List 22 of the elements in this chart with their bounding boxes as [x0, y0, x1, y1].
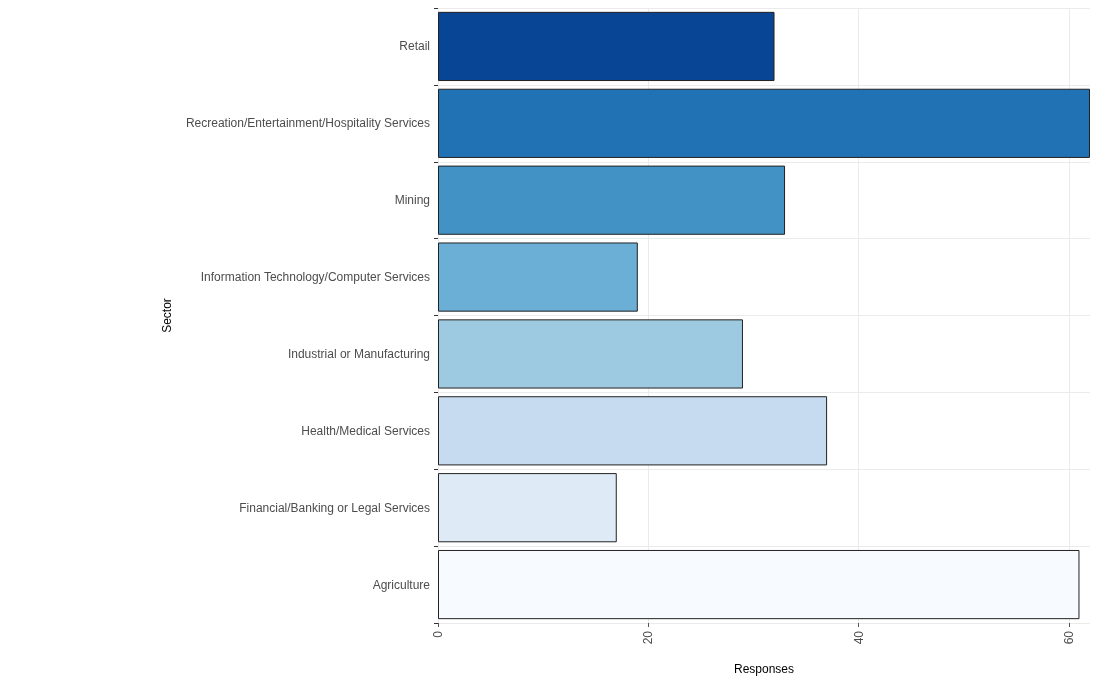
x-axis-title: Responses	[733, 662, 795, 676]
x-tick-label: 40	[851, 630, 866, 645]
bar	[438, 549, 1080, 620]
x-tick-label: 20	[641, 630, 656, 645]
y-tick-label: Retail	[399, 39, 430, 54]
y-tick-label: Mining	[394, 193, 430, 208]
bar	[438, 11, 775, 82]
bar	[438, 88, 1090, 158]
x-tick-label: 60	[1061, 630, 1076, 645]
bar	[438, 396, 828, 466]
y-tick-label: Financial/Banking or Legal Services	[239, 500, 430, 515]
bar	[438, 242, 638, 312]
bar	[438, 319, 743, 389]
bar	[438, 165, 786, 235]
y-tick-label: Agriculture	[372, 577, 431, 592]
bar	[438, 473, 617, 543]
y-tick-label: Information Technology/Computer Services	[200, 270, 430, 285]
y-axis-title: Sector	[160, 298, 174, 333]
x-tick-label: 0	[431, 630, 445, 638]
y-tick-label: Industrial or Manufacturing	[287, 346, 430, 361]
y-tick-label: Recreation/Entertainment/Hospitality Services	[185, 116, 430, 131]
y-tick-label: Health/Medical Services	[301, 423, 430, 438]
